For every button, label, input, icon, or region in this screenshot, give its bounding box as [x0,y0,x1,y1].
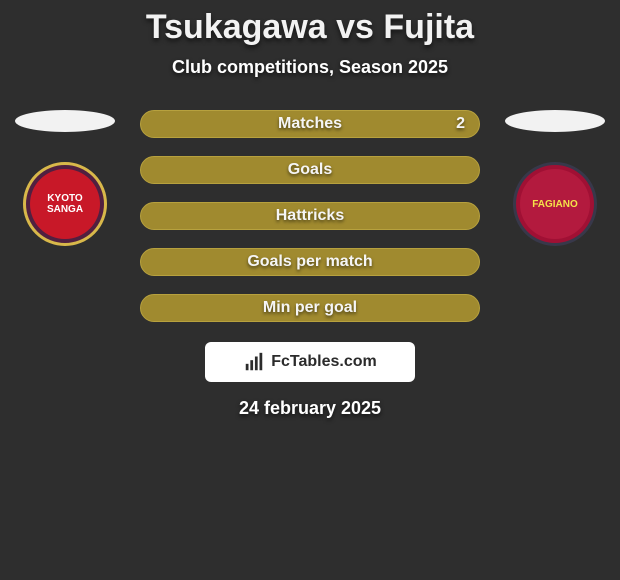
left-team-badge-text: KYOTO SANGA [30,193,100,215]
right-team-badge-inner: FAGIANO [520,169,590,239]
title-left: Tsukagawa [146,8,327,46]
branding-text: FcTables.com [271,353,377,371]
branding-box: FcTables.com [205,342,415,382]
title-vs: vs [327,8,384,46]
right-pill [505,110,605,132]
title-right: Fujita [383,8,474,46]
footer-date: 24 february 2025 [239,398,381,419]
right-team-badge-text: FAGIANO [532,199,578,210]
left-team-badge-inner: KYOTO SANGA [30,169,100,239]
page-title: Tsukagawa vs Fujita [146,8,474,47]
stat-bar-label: Hattricks [276,207,344,225]
stat-bar: Min per goal [140,294,480,322]
subtitle: Club competitions, Season 2025 [172,57,448,78]
stat-bar: Matches 2 [140,110,480,138]
stat-bar: Hattricks [140,202,480,230]
stat-bar-label: Goals [288,161,332,179]
left-pill [15,110,115,132]
left-column: KYOTO SANGA [15,110,115,246]
stat-bar-label: Goals per match [247,253,372,271]
stat-bar: Goals [140,156,480,184]
stat-bar-value: 2 [456,115,465,133]
stat-bar-label: Min per goal [263,299,357,317]
right-team-badge: FAGIANO [513,162,597,246]
stat-bars: Matches 2 Goals Hattricks Goals per match Min… [140,110,480,322]
left-team-badge: KYOTO SANGA [23,162,107,246]
stat-bar: Goals per match [140,248,480,276]
stat-bar-label: Matches [278,115,342,133]
chart-icon [243,351,265,373]
right-column: FAGIANO [505,110,605,246]
comparison-row: KYOTO SANGA Matches 2 Goals Hattricks Goals … [0,110,620,322]
